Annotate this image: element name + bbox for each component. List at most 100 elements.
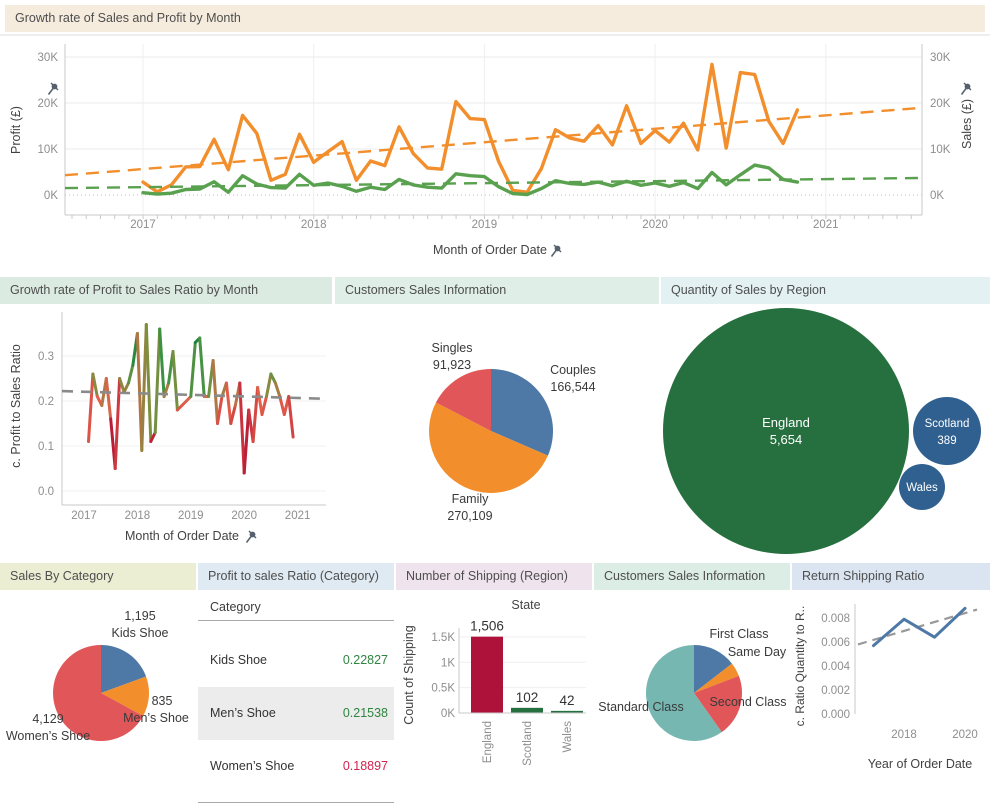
panel-title-text: Return Shipping Ratio [802, 569, 924, 583]
svg-text:0.006: 0.006 [821, 637, 850, 649]
svg-text:20K: 20K [930, 98, 951, 110]
panel-title-text: Sales By Category [10, 569, 114, 583]
svg-text:1K: 1K [441, 657, 455, 669]
svg-text:5,654: 5,654 [770, 432, 803, 447]
panel-title-text: Customers Sales Information [604, 569, 765, 583]
svg-text:Family: Family [452, 492, 490, 506]
svg-text:2019: 2019 [178, 510, 204, 522]
svg-text:0.008: 0.008 [821, 613, 850, 625]
svg-text:0.004: 0.004 [821, 661, 850, 673]
table-row[interactable]: Women’s Shoe 0.18897 [198, 740, 394, 793]
panel-title-sales-profit: Growth rate of Sales and Profit by Month [5, 5, 985, 32]
bubble-scotland[interactable] [913, 397, 981, 465]
svg-text:91,923: 91,923 [433, 358, 471, 372]
svg-text:0.2: 0.2 [38, 396, 54, 408]
svg-text:835: 835 [152, 694, 173, 708]
svg-text:270,109: 270,109 [447, 509, 492, 523]
svg-text:1,506: 1,506 [470, 619, 504, 634]
svg-text:2020: 2020 [642, 219, 668, 231]
svg-text:Scotland: Scotland [925, 418, 970, 430]
svg-text:2017: 2017 [130, 219, 156, 231]
svg-text:Count of Shipping: Count of Shipping [402, 625, 416, 724]
svg-text:30K: 30K [38, 52, 59, 64]
svg-text:0.1: 0.1 [38, 441, 54, 453]
svg-text:0.002: 0.002 [821, 685, 850, 697]
svg-text:England: England [762, 415, 810, 430]
chart-region-bubbles[interactable]: England 5,654 Scotland 389 Wales [661, 304, 990, 557]
svg-text:2019: 2019 [472, 219, 498, 231]
chart-return-ratio-line[interactable]: 0.0000.0020.0040.0060.00820182020c. Rati… [792, 590, 990, 783]
chart-shipmode-pie[interactable]: First ClassSame DaySecond ClassStandard … [594, 590, 790, 783]
svg-text:2018: 2018 [125, 510, 151, 522]
svg-text:Month of Order Date: Month of Order Date [433, 243, 547, 257]
panel-title-sales-by-category: Sales By Category [0, 563, 196, 590]
svg-text:Standard Class: Standard Class [598, 700, 683, 714]
svg-text:0K: 0K [930, 190, 944, 202]
bar-scotland[interactable] [511, 708, 543, 713]
ratio-value: 0.21538 [343, 706, 388, 720]
svg-text:c. Profit to Sales Ratio: c. Profit to Sales Ratio [9, 344, 23, 468]
svg-text:2017: 2017 [71, 510, 97, 522]
svg-text:Same Day: Same Day [728, 645, 787, 659]
svg-text:2020: 2020 [231, 510, 257, 522]
ratio-value: 0.18897 [343, 759, 388, 773]
category-label: Women’s Shoe [210, 759, 294, 773]
bubble-england[interactable] [663, 308, 909, 554]
category-label: Kids Shoe [210, 653, 267, 667]
panel-title-text: Customers Sales Information [345, 283, 506, 297]
category-label: Men’s Shoe [210, 706, 276, 720]
panel-title-return-ratio: Return Shipping Ratio [792, 563, 990, 590]
svg-text:First Class: First Class [709, 627, 768, 641]
svg-text:10K: 10K [38, 144, 59, 156]
svg-text:2021: 2021 [285, 510, 311, 522]
svg-text:Wales: Wales [906, 482, 938, 494]
table-profit-to-sales-ratio[interactable]: Category Kids Shoe0.22827 Men’s Shoe 0.2153… [198, 590, 394, 783]
table-row[interactable]: Men’s Shoe 0.21538 [198, 687, 394, 740]
series-return-ratio[interactable] [874, 608, 966, 645]
svg-text:Month of Order Date: Month of Order Date [125, 529, 239, 543]
svg-text:2018: 2018 [301, 219, 327, 231]
svg-text:Year of Order Date: Year of Order Date [868, 757, 973, 771]
table-column-header: Category [210, 600, 261, 614]
svg-text:0K: 0K [441, 708, 455, 720]
pushpin-icon[interactable] [49, 83, 59, 95]
svg-text:England: England [482, 721, 494, 763]
panel-title-text: Number of Shipping (Region) [406, 569, 568, 583]
table-row[interactable]: Kids Shoe0.22827 [198, 634, 394, 687]
chart-customers-pie[interactable]: Couples166,544Family270,109Singles91,923 [335, 304, 659, 557]
svg-text:0.3: 0.3 [38, 351, 54, 363]
panel-title-customers-pie: Customers Sales Information [335, 277, 659, 304]
svg-text:20K: 20K [38, 98, 59, 110]
chart-profit-ratio-line[interactable]: 0.00.10.20.320172018201920202021c. Profi… [0, 304, 332, 557]
pushpin-icon[interactable] [247, 531, 257, 543]
svg-text:0.5K: 0.5K [431, 683, 455, 695]
chart-sales-profit-line[interactable]: 201720182019202020210K0K10K10K20K20K30K3… [0, 32, 990, 277]
svg-text:42: 42 [559, 693, 574, 708]
pushpin-icon[interactable] [552, 245, 562, 257]
svg-text:Kids Shoe: Kids Shoe [112, 626, 169, 640]
series-sales[interactable] [143, 64, 797, 192]
svg-text:2018: 2018 [891, 729, 917, 741]
svg-text:389: 389 [937, 435, 956, 447]
svg-text:Scotland: Scotland [522, 721, 534, 766]
svg-text:2021: 2021 [813, 219, 839, 231]
panel-title-region-bubbles: Quantity of Sales by Region [661, 277, 990, 304]
panel-title-text: Quantity of Sales by Region [671, 283, 826, 297]
panel-title-text: Growth rate of Profit to Sales Ratio by … [10, 283, 258, 297]
panel-title-text: Growth rate of Sales and Profit by Month [15, 11, 241, 25]
svg-text:0K: 0K [44, 190, 58, 202]
chart-shipping-bar[interactable]: State1,506England102Scotland42Wales0K0.5… [396, 590, 592, 783]
svg-text:0.000: 0.000 [821, 709, 850, 721]
pushpin-icon[interactable] [962, 83, 972, 95]
svg-text:Profit (£): Profit (£) [9, 106, 23, 154]
panel-title-shipping-bar: Number of Shipping (Region) [396, 563, 592, 590]
svg-text:166,544: 166,544 [550, 380, 595, 394]
svg-text:State: State [511, 598, 540, 612]
bar-england[interactable] [471, 637, 503, 713]
svg-text:2020: 2020 [952, 729, 978, 741]
svg-text:4,129: 4,129 [32, 712, 63, 726]
svg-text:102: 102 [516, 690, 539, 705]
panel-title-text: Profit to sales Ratio (Category) [208, 569, 379, 583]
chart-category-pie[interactable]: 1,195Kids Shoe835Men’s Shoe4,129Women’s … [0, 590, 196, 783]
panel-title-ratio-table: Profit to sales Ratio (Category) [198, 563, 394, 590]
